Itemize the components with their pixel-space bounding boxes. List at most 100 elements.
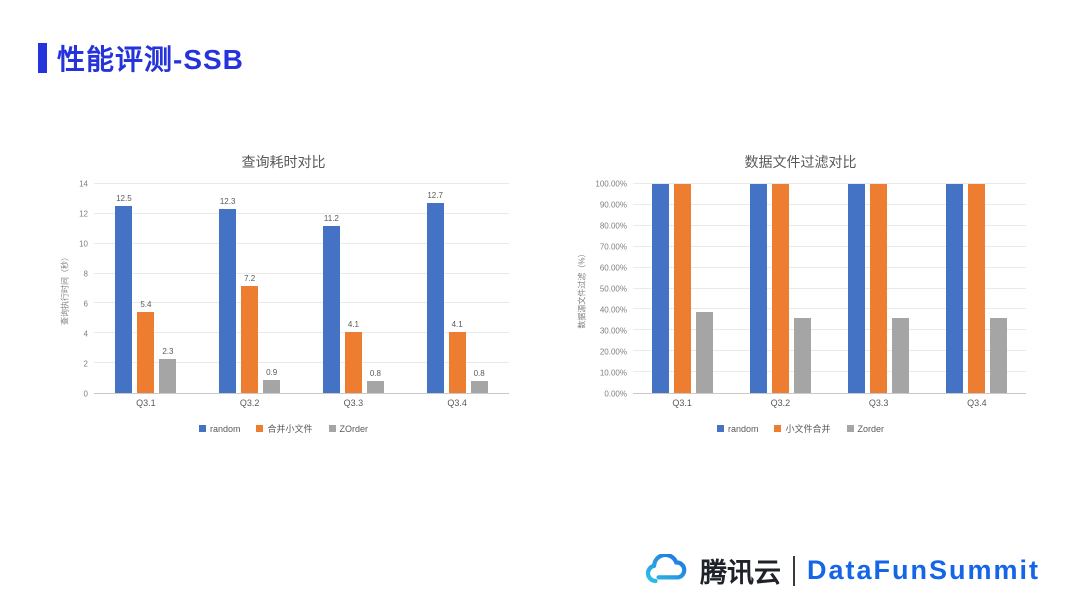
bar-value-label: 7.2 bbox=[244, 273, 256, 283]
gridline bbox=[633, 203, 1026, 205]
y-axis-title-text: 查询执行时间（秒） bbox=[60, 253, 70, 325]
bar-random bbox=[651, 184, 669, 393]
legend-swatch bbox=[716, 425, 724, 432]
legend-item: 小文件合并 bbox=[774, 422, 831, 435]
bar-value-label: 5.4 bbox=[140, 300, 152, 310]
y-tick-label: 0 bbox=[83, 389, 88, 399]
y-tick-label: 20.00% bbox=[599, 347, 627, 357]
bar-group-Q3.1: Q3.1 bbox=[633, 184, 731, 408]
y-axis-title: 数据源文件过滤（%） bbox=[575, 184, 589, 394]
bar-group-Q3.2: 12.3 7.2 0.9 Q3.2 bbox=[198, 184, 302, 408]
x-axis-label: Q3.4 bbox=[967, 398, 987, 408]
y-tick-label: 100.00% bbox=[595, 179, 627, 189]
x-axis-label: Q3.1 bbox=[672, 398, 692, 408]
bar-合并小文件: 5.4 bbox=[137, 300, 155, 393]
bar-group-Q3.1: 12.5 5.4 2.3 Q3.1 bbox=[94, 184, 198, 408]
tencent-cloud-icon bbox=[645, 553, 687, 583]
y-axis-ticks: 0 2 4 6 8 10 12 14 bbox=[72, 180, 94, 399]
bar-group-Q3.4: 12.7 4.1 0.8 Q3.4 bbox=[405, 184, 509, 408]
gridline bbox=[94, 302, 509, 304]
legend-swatch bbox=[256, 425, 264, 432]
brand-divider bbox=[792, 555, 795, 586]
slide-header: 性能评测-SSB bbox=[38, 38, 244, 78]
bar-value-label: 12.7 bbox=[427, 191, 443, 201]
bar-ZOrder: 0.9 bbox=[263, 368, 281, 393]
y-tick-label: 10 bbox=[79, 239, 88, 249]
plot-area: Q3.1 Q3.2 Q3.3 Q3.4 bbox=[633, 183, 1026, 408]
legend-label: ZOrder bbox=[339, 423, 369, 434]
x-axis-label: Q3.2 bbox=[239, 398, 260, 408]
bar-value-label: 0.9 bbox=[266, 367, 278, 377]
bar-合并小文件: 7.2 bbox=[241, 274, 259, 393]
brand-footer: 腾讯云 DataFunSummit bbox=[644, 551, 1040, 590]
bar-value-label: 0.8 bbox=[473, 369, 485, 379]
bar-random bbox=[946, 184, 964, 393]
bar-合并小文件: 4.1 bbox=[448, 320, 466, 393]
x-axis-label: Q3.1 bbox=[136, 398, 156, 408]
gridline bbox=[94, 242, 509, 244]
chart-legend: random 小文件合并 Zorder bbox=[575, 422, 1026, 435]
gridline bbox=[633, 329, 1026, 331]
gridline bbox=[94, 183, 509, 184]
x-axis-label: Q3.3 bbox=[868, 398, 889, 408]
bar-random bbox=[749, 184, 767, 393]
bar-小文件合并 bbox=[771, 184, 789, 393]
bar-Zorder bbox=[793, 317, 811, 393]
legend-label: 小文件合并 bbox=[785, 424, 831, 434]
bar-group-Q3.4: Q3.4 bbox=[928, 184, 1026, 408]
legend-swatch bbox=[846, 425, 854, 432]
legend-item: Zorder bbox=[846, 423, 885, 434]
charts-row: 查询耗时对比 查询执行时间（秒） 0 2 4 6 8 10 12 14 12.5 5.4 2.3 Q… bbox=[58, 152, 1026, 435]
bar-value-label: 4.1 bbox=[347, 319, 359, 329]
y-tick-label: 10.00% bbox=[599, 368, 627, 378]
bar-random: 12.7 bbox=[426, 191, 444, 393]
legend-label: 合并小文件 bbox=[267, 424, 313, 434]
bar-ZOrder: 2.3 bbox=[159, 347, 177, 393]
bar-Zorder bbox=[892, 317, 910, 393]
x-axis-label: Q3.3 bbox=[343, 398, 364, 408]
y-tick-label: 80.00% bbox=[599, 221, 627, 231]
y-tick-label: 70.00% bbox=[599, 242, 627, 252]
bar-value-label: 12.5 bbox=[116, 194, 132, 204]
bar-Zorder bbox=[990, 317, 1008, 393]
gridline bbox=[633, 266, 1026, 268]
bar-random: 12.5 bbox=[115, 194, 133, 393]
y-tick-label: 8 bbox=[83, 269, 88, 279]
bar-合并小文件: 4.1 bbox=[344, 320, 362, 393]
bar-random: 11.2 bbox=[322, 214, 340, 393]
y-tick-label: 2 bbox=[83, 359, 88, 369]
x-axis-label: Q3.4 bbox=[447, 398, 467, 408]
gridline bbox=[633, 350, 1026, 352]
y-tick-label: 12 bbox=[79, 209, 88, 219]
legend-item: random bbox=[716, 424, 758, 434]
y-tick-label: 40.00% bbox=[599, 305, 627, 315]
y-tick-label: 90.00% bbox=[599, 200, 627, 210]
bar-value-label: 12.3 bbox=[219, 197, 236, 207]
bar-小文件合并 bbox=[870, 184, 888, 393]
bar-group-Q3.3: Q3.3 bbox=[830, 184, 928, 408]
legend-swatch bbox=[328, 425, 336, 432]
y-tick-label: 50.00% bbox=[599, 284, 627, 294]
y-tick-label: 4 bbox=[83, 329, 88, 339]
bar-小文件合并 bbox=[968, 184, 986, 393]
bar-ZOrder: 0.8 bbox=[366, 369, 384, 393]
legend-item: 合并小文件 bbox=[256, 422, 313, 435]
bar-value-label: 2.3 bbox=[162, 346, 174, 356]
page-title: 性能评测-SSB bbox=[57, 44, 244, 75]
bar-random: 12.3 bbox=[219, 197, 237, 393]
y-axis-title-text: 数据源文件过滤（%） bbox=[577, 249, 587, 329]
bar-小文件合并 bbox=[673, 184, 691, 393]
gridline bbox=[94, 332, 509, 334]
gridline bbox=[94, 272, 509, 274]
bar-value-label: 0.8 bbox=[369, 369, 381, 379]
chart-title: 查询耗时对比 bbox=[241, 154, 326, 170]
gridline bbox=[633, 371, 1026, 373]
bar-group-Q3.2: Q3.2 bbox=[731, 184, 829, 408]
gridline bbox=[633, 245, 1026, 247]
tencent-cloud-brand: 腾讯云 bbox=[699, 558, 781, 588]
chart-body: 查询执行时间（秒） 0 2 4 6 8 10 12 14 12.5 5.4 2.3 Q3.1 12.3… bbox=[58, 180, 509, 408]
datafun-brand: DataFunSummit bbox=[806, 555, 1040, 585]
bar-Zorder bbox=[695, 311, 713, 393]
legend-label: Zorder bbox=[857, 423, 885, 434]
